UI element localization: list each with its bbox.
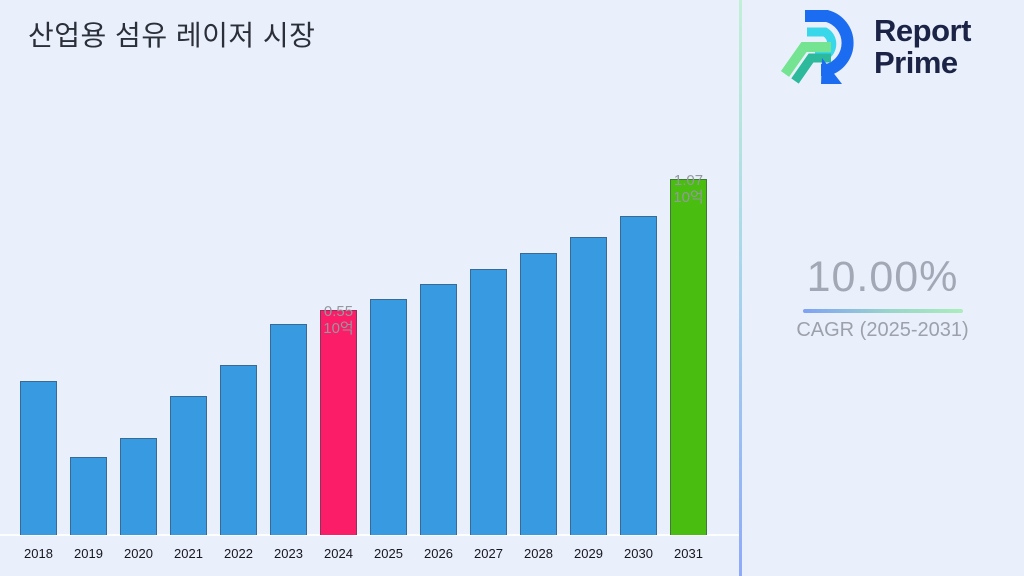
bar-column-2025: 2025: [370, 299, 407, 562]
report-prime-logo-text: Report Prime: [874, 15, 971, 78]
bar-column-2023: 2023: [270, 324, 307, 562]
cagr-value: 10.00%: [806, 253, 959, 301]
x-tick-2023: 2023: [274, 546, 303, 561]
page-title: 산업용 섬유 레이저 시장: [28, 20, 316, 51]
bar-column-2021: 2021: [170, 396, 207, 562]
bar-column-2026: 2026: [420, 284, 457, 562]
x-tick-2030: 2030: [624, 546, 653, 561]
bar-2023: [270, 324, 307, 535]
cagr-block: 10.00% CAGR (2025-2031): [741, 253, 1024, 342]
x-tick-2021: 2021: [174, 546, 203, 561]
bar-column-2024: 0.55 10억 2024: [320, 303, 357, 562]
bar-column-2029: 2029: [570, 237, 607, 562]
x-tick-2028: 2028: [524, 546, 553, 561]
cagr-underline: [802, 309, 963, 313]
x-tick-2022: 2022: [224, 546, 253, 561]
bar-2018: [20, 381, 57, 535]
x-tick-2024: 2024: [324, 546, 353, 561]
logo-word-prime: Prime: [874, 45, 958, 80]
bar-2031: [670, 179, 707, 535]
bar-2028: [520, 253, 557, 535]
chart-baseline: [0, 534, 740, 536]
x-tick-2018: 2018: [24, 546, 53, 561]
bar-column-2028: 2028: [520, 253, 557, 562]
bar-2022: [220, 365, 257, 535]
x-tick-2029: 2029: [574, 546, 603, 561]
panel-divider: [739, 0, 742, 576]
bar-column-2030: 2030: [620, 216, 657, 562]
x-tick-2026: 2026: [424, 546, 453, 561]
bar-2029: [570, 237, 607, 535]
bar-column-2019: 2019: [70, 457, 107, 562]
bar-column-2020: 2020: [120, 438, 157, 562]
bar-column-2031: 1.07 10억 2031: [670, 172, 707, 562]
bar-annotation-2031: 1.07 10억: [673, 171, 704, 206]
cagr-label: CAGR (2025-2031): [796, 319, 969, 341]
bar-column-2022: 2022: [220, 365, 257, 562]
x-tick-2025: 2025: [374, 546, 403, 561]
report-prime-logo: Report Prime: [781, 8, 971, 86]
bar-2024: [320, 310, 357, 535]
x-tick-2020: 2020: [124, 546, 153, 561]
x-tick-2031: 2031: [674, 546, 703, 561]
x-tick-2019: 2019: [74, 546, 103, 561]
bars-row: 2018 2019 2020 2021 2022 2023 0.55 10억 2024 2025 2…: [20, 172, 707, 562]
x-tick-2027: 2027: [474, 546, 503, 561]
bar-chart: 2018 2019 2020 2021 2022 2023 0.55 10억 2024 2025 2…: [0, 172, 740, 562]
logo-word-report: Report: [874, 13, 971, 49]
bar-2027: [470, 269, 507, 535]
bar-2030: [620, 216, 657, 535]
bar-2019: [70, 457, 107, 535]
bar-2025: [370, 299, 407, 535]
bar-column-2027: 2027: [470, 269, 507, 562]
bar-2020: [120, 438, 157, 535]
bar-column-2018: 2018: [20, 381, 57, 562]
bar-2021: [170, 396, 207, 535]
bar-2026: [420, 284, 457, 535]
report-prime-logo-icon: [781, 9, 854, 84]
bar-annotation-2024: 0.55 10억: [323, 302, 354, 337]
